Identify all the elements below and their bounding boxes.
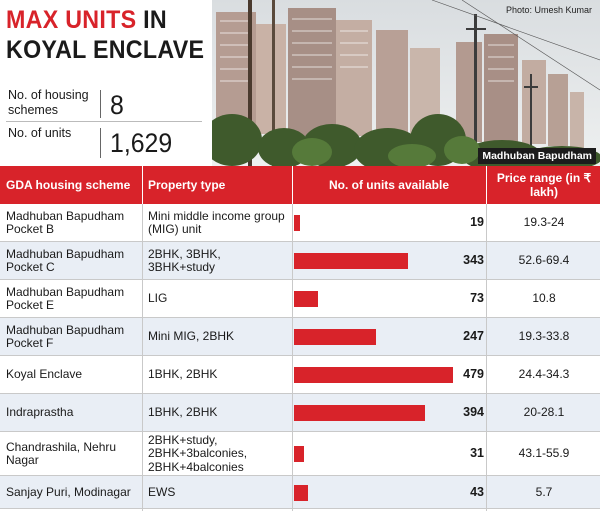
scheme-name: Madhuban Bapudham Pocket E <box>6 284 125 312</box>
property-type: 2BHK+study, 2BHK+3balconies, 2BHK+4balco… <box>148 432 248 474</box>
headline-dark-text: IN <box>143 6 167 34</box>
scheme-name: Madhuban Bapudham Pocket C <box>6 246 125 274</box>
scheme-name: Indraprastha <box>6 405 74 420</box>
units-value: 479 <box>463 367 484 382</box>
photo-credit: Photo: Umesh Kumar <box>505 5 592 15</box>
column-divider <box>486 204 487 511</box>
units-value: 343 <box>463 253 484 268</box>
table-row: Sanjay Puri, Modinagar EWS 43 5.7 <box>0 476 600 509</box>
units-bar <box>294 253 408 269</box>
row-separator <box>0 475 600 476</box>
units-bar <box>294 367 453 383</box>
table-row: Indraprastha 1BHK, 2BHK 394 20-28.1 <box>0 394 600 432</box>
headline-line-2: KOYAL ENCLAVE <box>6 36 205 64</box>
property-type: LIG <box>148 291 168 306</box>
column-divider <box>142 204 143 511</box>
property-type: EWS <box>148 484 176 499</box>
column-divider <box>292 204 293 511</box>
units-bar <box>294 291 318 307</box>
units-value: 31 <box>470 446 484 461</box>
property-type: Mini MIG, 2BHK <box>148 329 235 344</box>
table-row: Madhuban Bapudham Pocket B Mini middle in… <box>0 204 600 242</box>
table-row: Madhuban Bapudham Pocket C 2BHK, 3BHK, 3B… <box>0 242 600 280</box>
housing-table: GDA housing scheme Property type No. of … <box>0 166 600 511</box>
stat-label-housing-schemes: No. of housing schemes <box>8 88 89 117</box>
units-value: 394 <box>463 405 484 420</box>
property-type: 1BHK, 2BHK <box>148 405 218 420</box>
photo-caption: Madhuban Bapudham <box>478 148 596 164</box>
headline-red-text: MAX UNITS <box>6 6 137 34</box>
scheme-name: Madhuban Bapudham Pocket B <box>6 208 125 236</box>
stat-divider <box>100 90 101 118</box>
buildings-photo: Photo: Umesh Kumar Madhuban Bapudham <box>212 0 600 166</box>
stat-divider <box>100 128 101 158</box>
row-separator <box>0 431 600 432</box>
column-header-units: No. of units available <box>328 178 450 192</box>
column-divider <box>486 166 487 204</box>
row-separator <box>0 508 600 509</box>
stat-value-housing-schemes: 8 <box>110 90 124 120</box>
units-value: 73 <box>470 291 484 306</box>
property-type: 1BHK, 2BHK <box>148 367 218 382</box>
property-type: 2BHK, 3BHK, 3BHK+study <box>148 246 221 274</box>
units-bar <box>294 485 308 501</box>
table-row: Madhuban Bapudham Pocket E LIG 73 10.8 <box>0 280 600 318</box>
price-range: 20-28.1 <box>523 405 565 420</box>
row-separator <box>0 279 600 280</box>
table-header: GDA housing scheme Property type No. of … <box>0 166 600 204</box>
table-row: Chandrashila, Nehru Nagar 2BHK+study, 2BH… <box>0 432 600 476</box>
price-range: 19.3-33.8 <box>518 329 570 344</box>
column-divider <box>142 166 143 204</box>
price-range: 52.6-69.4 <box>518 253 570 268</box>
scheme-name: Sanjay Puri, Modinagar <box>6 484 131 499</box>
price-range: 19.3-24 <box>523 215 565 230</box>
units-bar <box>294 215 300 231</box>
stat-label-units: No. of units <box>8 126 72 140</box>
table-row: Madhuban Bapudham Pocket F Mini MIG, 2BHK… <box>0 318 600 356</box>
headline-line-1: MAX UNITS IN <box>6 8 167 33</box>
property-type: Mini middle income group (MIG) unit <box>148 208 285 236</box>
price-range: 10.8 <box>532 291 556 306</box>
scheme-name: Chandrashila, Nehru Nagar <box>6 439 117 467</box>
price-range: 5.7 <box>535 484 553 499</box>
table-row: Koyal Enclave 1BHK, 2BHK 479 24.4-34.3 <box>0 356 600 394</box>
column-header-price: Price range (in ₹ lakh) <box>496 171 592 199</box>
price-range: 24.4-34.3 <box>518 367 570 382</box>
units-value: 19 <box>470 215 484 230</box>
units-value: 43 <box>470 484 484 499</box>
units-bar <box>294 329 376 345</box>
column-header-property-type: Property type <box>148 178 226 192</box>
stat-separator <box>6 121 202 122</box>
row-separator <box>0 393 600 394</box>
price-range: 43.1-55.9 <box>518 446 570 461</box>
units-value: 247 <box>463 329 484 344</box>
column-header-scheme: GDA housing scheme <box>6 178 131 192</box>
row-separator <box>0 355 600 356</box>
units-bar <box>294 405 425 421</box>
buildings-illustration <box>212 0 600 166</box>
stat-value-units: 1,629 <box>110 128 173 158</box>
column-divider <box>292 166 293 204</box>
units-bar <box>294 446 304 462</box>
row-separator <box>0 317 600 318</box>
scheme-name: Madhuban Bapudham Pocket F <box>6 322 125 350</box>
title-box: MAX UNITS IN KOYAL ENCLAVE No. of housin… <box>0 0 212 166</box>
header: MAX UNITS IN KOYAL ENCLAVE No. of housin… <box>0 0 600 166</box>
scheme-name: Koyal Enclave <box>6 367 83 382</box>
row-separator <box>0 241 600 242</box>
